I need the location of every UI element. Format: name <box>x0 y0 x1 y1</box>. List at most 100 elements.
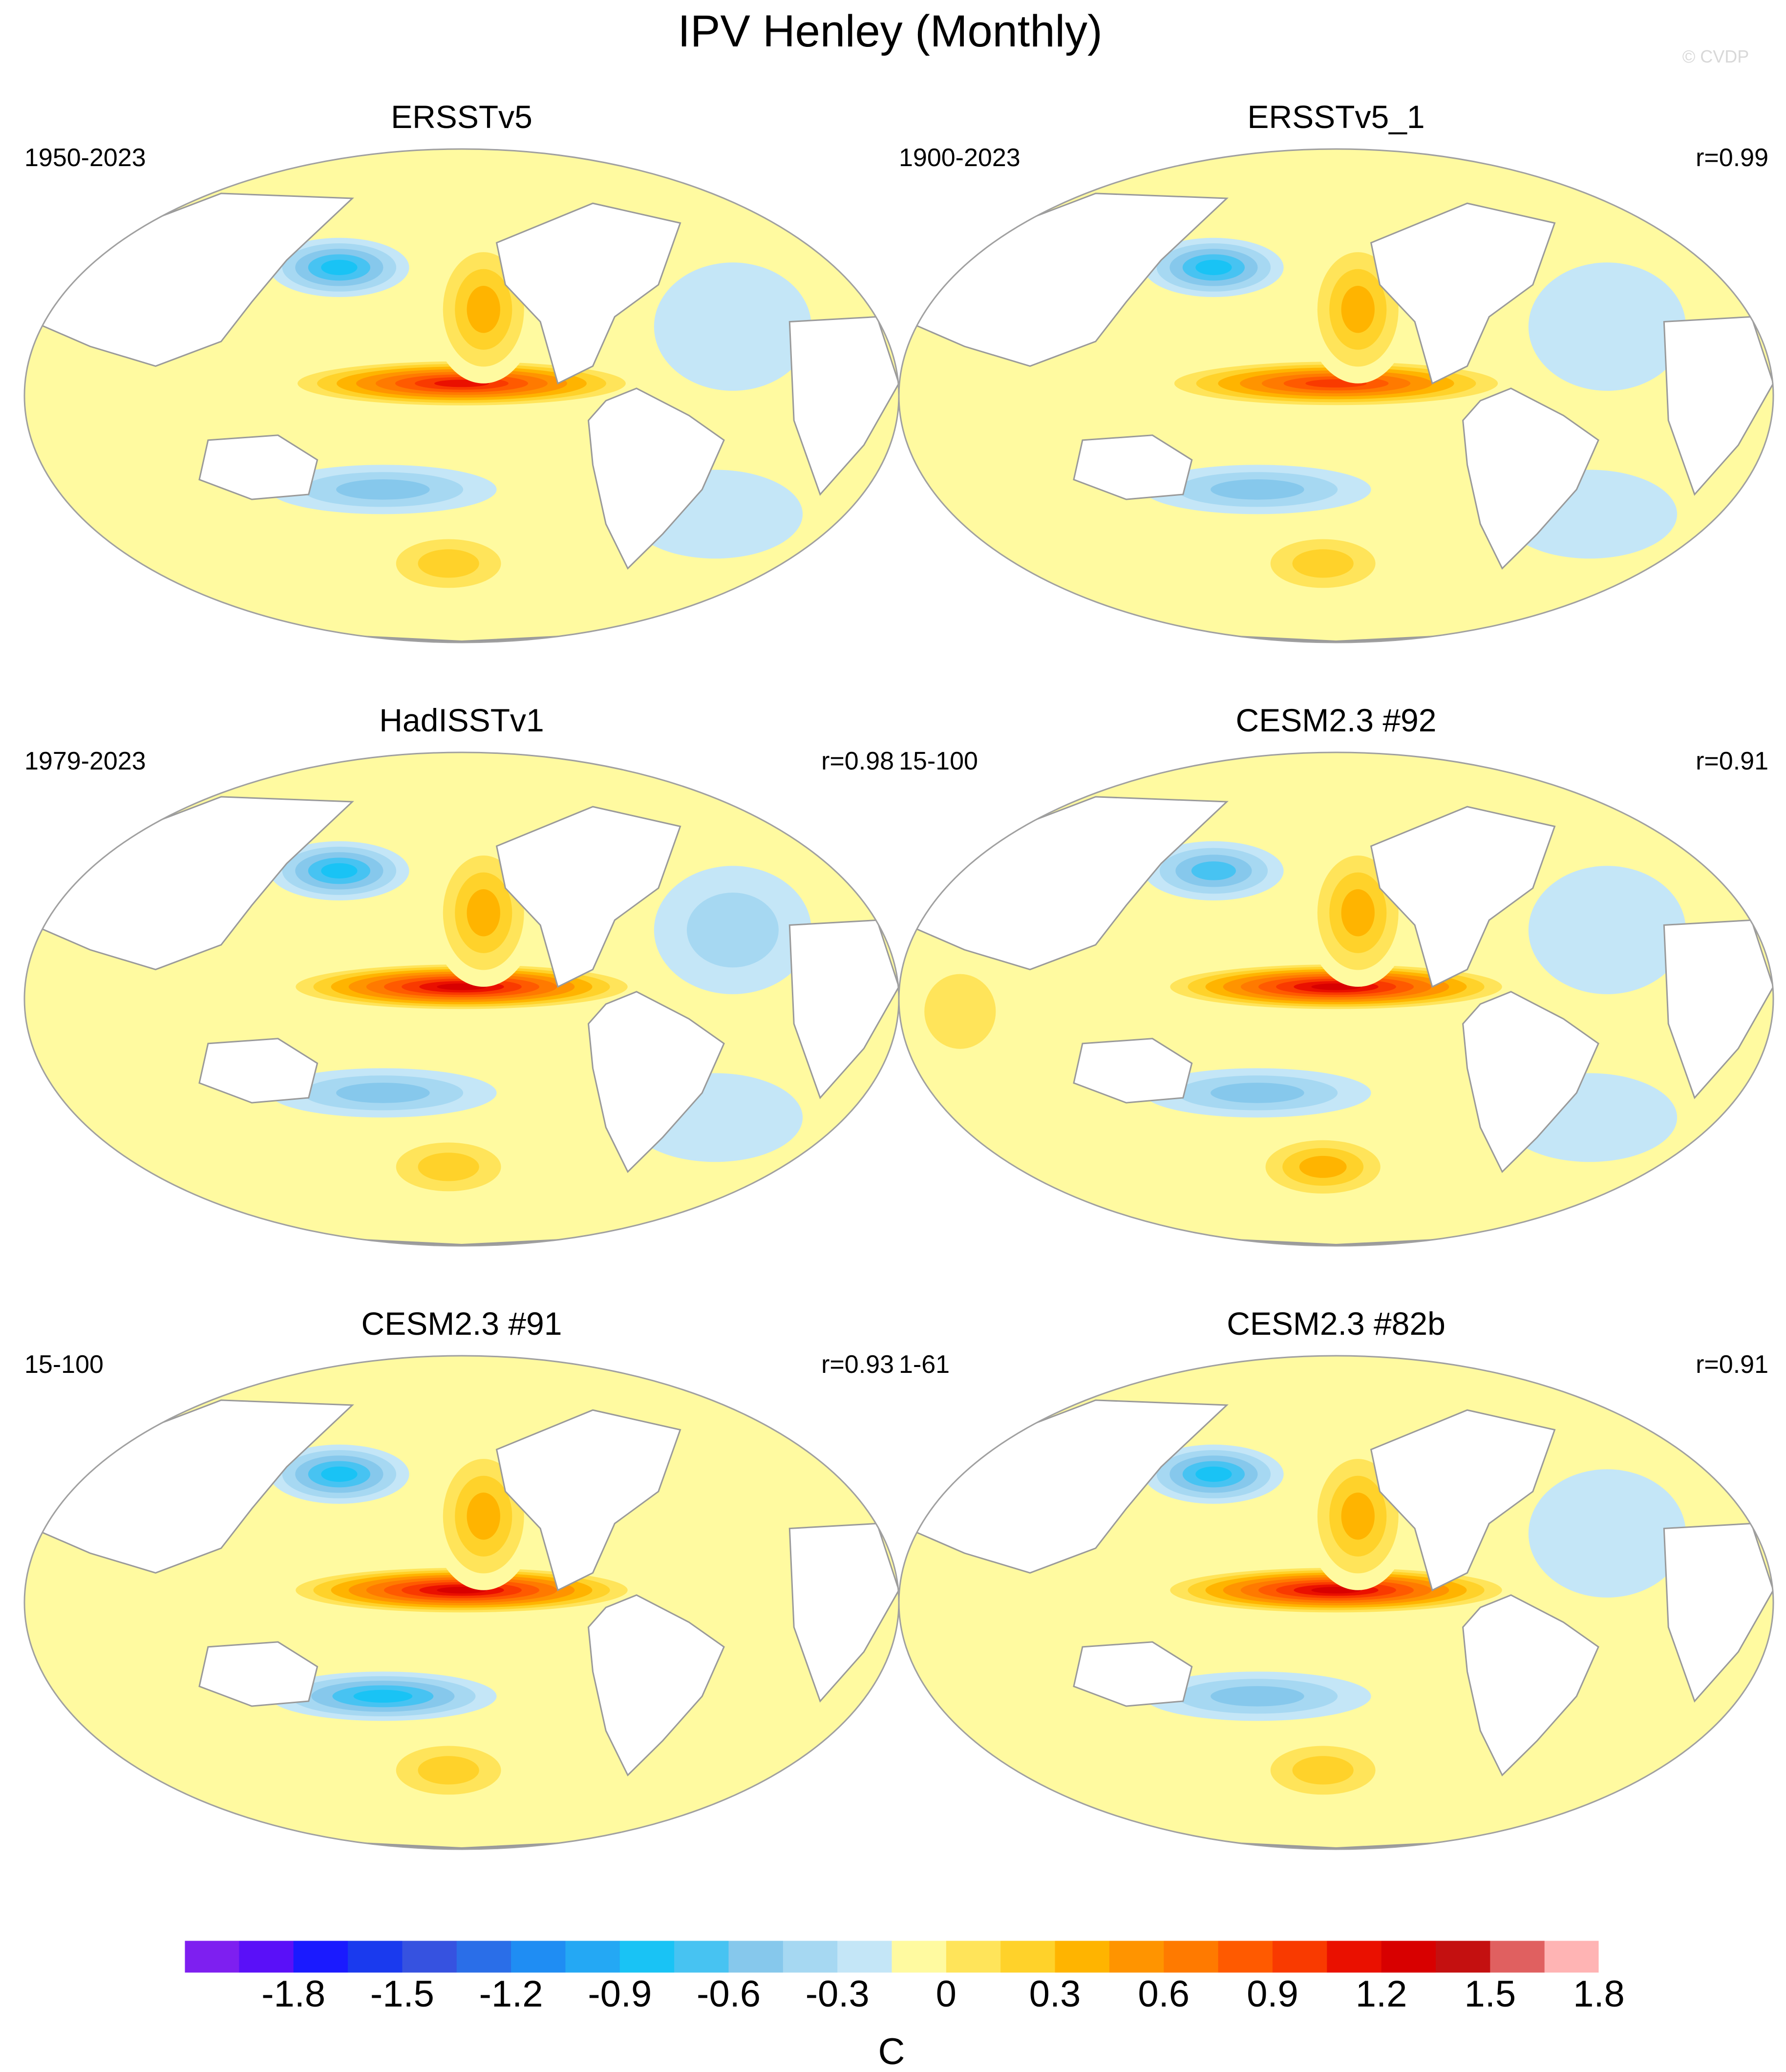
sst-contour <box>1211 1686 1304 1707</box>
colorbar-swatch <box>1164 1941 1219 1973</box>
colorbar-swatch <box>1381 1941 1436 1973</box>
colorbar-tick-label: 0.6 <box>1138 1973 1190 2015</box>
sst-contour <box>1341 1493 1375 1540</box>
north-america-land <box>1370 202 1556 384</box>
colorbar-tick-label: -1.8 <box>261 1973 325 2015</box>
panel-period: 1900-2023 <box>899 144 1021 172</box>
colorbar-tick-label: 1.2 <box>1356 1973 1407 2015</box>
map-panel-4: CESM2.3 #92 15-100 r=0.91 <box>898 702 1774 1247</box>
north-america-land <box>1370 806 1556 988</box>
north-america-land <box>495 806 681 988</box>
sst-contour <box>1195 1466 1232 1482</box>
sst-contour <box>1299 1155 1347 1178</box>
sst-field <box>24 1442 811 1805</box>
sst-contour <box>336 479 430 500</box>
sst-contour <box>654 1469 811 1598</box>
colorbar-swatch <box>892 1941 947 1973</box>
sst-contour <box>1528 866 1686 994</box>
sst-contour <box>353 1689 413 1703</box>
australia-land <box>1073 434 1193 500</box>
colorbar-tick-label: 0 <box>936 1973 957 2015</box>
panel-title: HadISSTv1 <box>379 702 544 738</box>
panel-title: CESM2.3 #92 <box>1236 702 1437 738</box>
colorbar-swatch <box>1435 1941 1490 1973</box>
colorbar-tick-label: -1.5 <box>370 1973 434 2015</box>
panel-period: 1979-2023 <box>24 747 146 775</box>
panel-title: CESM2.3 #82b <box>1227 1305 1446 1342</box>
map-panel-2: ERSSTv5_1 1900-2023 r=0.99 <box>898 99 1774 643</box>
colorbar-swatch <box>837 1941 892 1973</box>
colorbar-swatch <box>1218 1941 1273 1973</box>
colorbar-swatch <box>1000 1941 1056 1973</box>
south-america-land <box>587 991 725 1174</box>
sst-contour <box>1528 262 1686 391</box>
map-outline <box>898 751 1774 1247</box>
panel-period: 15-100 <box>899 747 978 775</box>
colorbar-swatch <box>456 1941 511 1973</box>
sst-contour <box>1341 286 1375 333</box>
sst-contour <box>321 1466 358 1482</box>
panel-period: 1-61 <box>899 1350 950 1379</box>
sst-contour <box>686 893 779 968</box>
australia-land <box>198 434 319 500</box>
north-america-land <box>495 1409 681 1591</box>
south-america-land <box>1462 1594 1599 1777</box>
australia-land <box>198 1641 319 1707</box>
map-panel-3: HadISSTv1 1979-2023 r=0.98 <box>23 702 900 1247</box>
sst-contour <box>467 1493 500 1540</box>
panel-correlation: r=0.91 <box>1696 1350 1768 1379</box>
colorbar-swatch <box>1544 1941 1599 1973</box>
australia-land <box>1073 1641 1193 1707</box>
colorbar-swatch <box>946 1941 1001 1973</box>
australia-land <box>1073 1038 1193 1104</box>
sst-contour <box>418 1756 479 1785</box>
colorbar-unit-label: C <box>878 2031 905 2072</box>
sst-contour <box>924 974 996 1049</box>
colorbar-swatch <box>1327 1941 1382 1973</box>
panel-correlation: r=0.99 <box>1696 144 1768 172</box>
watermark: © CVDP <box>1682 46 1749 66</box>
colorbar-swatch <box>1272 1941 1327 1973</box>
sst-contour <box>899 343 1021 472</box>
sst-field <box>899 1442 1686 1805</box>
sst-contour <box>467 889 500 937</box>
sst-contour <box>1292 1756 1354 1785</box>
panel-period: 15-100 <box>24 1350 104 1379</box>
north-america-land <box>495 202 681 384</box>
map-panel-5: CESM2.3 #91 15-100 r=0.93 <box>23 1305 900 1850</box>
australia-land <box>198 1038 319 1104</box>
panel-correlation: r=0.93 <box>821 1350 894 1379</box>
sst-contour <box>321 259 358 276</box>
panel-title: ERSSTv5_1 <box>1247 99 1425 135</box>
sst-contour <box>24 1550 147 1679</box>
colorbar-swatch <box>1055 1941 1110 1973</box>
colorbar-swatch <box>293 1941 348 1973</box>
panel-correlation: r=0.98 <box>821 747 894 775</box>
colorbar-swatch <box>619 1941 675 1973</box>
sst-contour <box>1191 861 1236 880</box>
colorbar-tick-label: 1.5 <box>1464 1973 1516 2015</box>
colorbar-frame <box>184 1940 1599 1973</box>
map-panel-6: CESM2.3 #82b 1-61 r=0.91 <box>898 1305 1774 1850</box>
colorbar-swatch <box>511 1941 566 1973</box>
map-panels: ERSSTv5 1950-2023 ERSSTv5_1 1900-2023 r=0.99… <box>23 99 1774 1850</box>
colorbar-tick-label: -0.3 <box>806 1973 870 2015</box>
south-america-land <box>587 1594 725 1777</box>
colorbar-tick-label: 1.8 <box>1573 1973 1625 2015</box>
south-america-land <box>587 387 725 570</box>
sst-contour <box>1341 889 1375 937</box>
colorbar-tick-label: -0.9 <box>588 1973 652 2015</box>
colorbar-swatch <box>185 1941 239 1973</box>
panel-title: CESM2.3 #91 <box>361 1305 562 1342</box>
north-america-land <box>1370 1409 1556 1591</box>
sst-contour <box>321 863 358 879</box>
sst-contour <box>899 1550 1021 1679</box>
colorbar-swatch <box>565 1941 620 1973</box>
colorbar-tick-label: 0.3 <box>1029 1973 1081 2015</box>
sst-contour <box>1528 1469 1686 1598</box>
colorbar-swatch <box>674 1941 729 1973</box>
sst-contour <box>654 262 811 391</box>
colorbar-swatch <box>783 1941 838 1973</box>
panel-correlation: r=0.91 <box>1696 747 1768 775</box>
